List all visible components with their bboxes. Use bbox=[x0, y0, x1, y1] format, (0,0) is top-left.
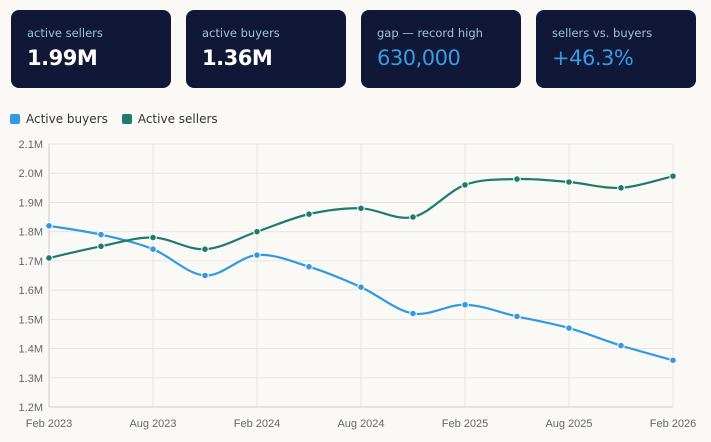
data-point bbox=[357, 204, 365, 213]
data-point bbox=[565, 324, 573, 332]
data-point bbox=[149, 233, 157, 242]
data-point bbox=[617, 184, 625, 192]
kpi-value: +46.3% bbox=[552, 46, 634, 70]
data-point bbox=[409, 309, 417, 318]
kpi-label: active sellers bbox=[27, 26, 103, 40]
data-point bbox=[45, 254, 53, 262]
data-point bbox=[669, 356, 677, 365]
buyers-swatch bbox=[10, 114, 20, 124]
data-point bbox=[97, 230, 105, 239]
data-point bbox=[357, 283, 365, 291]
data-point bbox=[253, 251, 261, 259]
data-point bbox=[409, 213, 417, 221]
legend-item-buyers[interactable]: Active buyers bbox=[10, 112, 108, 126]
data-point bbox=[45, 222, 53, 230]
data-point bbox=[513, 175, 521, 183]
x-tick-label: Feb 2023 bbox=[26, 418, 72, 430]
legend-item-sellers[interactable]: Active sellers bbox=[121, 112, 218, 126]
data-point bbox=[669, 172, 677, 180]
x-tick-label: Aug 2023 bbox=[129, 418, 176, 430]
x-tick-label: Aug 2025 bbox=[545, 418, 592, 430]
kpi-value: 1.36M bbox=[202, 46, 273, 70]
y-tick-label: 2.0M bbox=[19, 168, 43, 180]
kpi-value: 1.99M bbox=[27, 46, 98, 70]
data-point bbox=[97, 242, 105, 251]
y-tick-label: 1.8M bbox=[19, 227, 43, 239]
kpi-card: active sellers 1.99M bbox=[11, 10, 171, 88]
kpi-label: sellers vs. buyers bbox=[552, 26, 653, 40]
data-point bbox=[305, 262, 313, 271]
data-point bbox=[617, 341, 625, 350]
sellers-swatch bbox=[121, 114, 132, 124]
y-tick-label: 1.2M bbox=[19, 402, 43, 414]
legend: Active buyers Active sellers bbox=[10, 112, 218, 126]
y-tick-label: 1.9M bbox=[19, 197, 43, 209]
data-point bbox=[513, 312, 521, 321]
kpi-label: active buyers bbox=[202, 26, 280, 40]
data-point bbox=[201, 271, 209, 280]
data-point bbox=[305, 210, 313, 218]
y-tick-label: 1.4M bbox=[19, 344, 43, 356]
data-point bbox=[201, 245, 209, 253]
x-tick-label: Feb 2025 bbox=[442, 418, 488, 430]
kpi-value: 630,000 bbox=[377, 46, 461, 70]
data-point bbox=[461, 181, 469, 189]
data-point bbox=[253, 227, 261, 236]
kpi-label: gap — record high bbox=[377, 26, 483, 40]
y-tick-label: 2.1M bbox=[19, 139, 43, 151]
y-tick-label: 1.5M bbox=[19, 314, 43, 326]
data-point bbox=[565, 178, 573, 186]
data-point bbox=[149, 245, 157, 253]
kpi-card: gap — record high 630,000 bbox=[361, 10, 521, 88]
x-tick-label: Feb 2026 bbox=[650, 418, 696, 430]
y-tick-label: 1.3M bbox=[19, 373, 43, 385]
data-point bbox=[461, 300, 469, 309]
y-tick-label: 1.7M bbox=[19, 256, 43, 268]
kpi-card: active buyers 1.36M bbox=[186, 10, 346, 88]
y-tick-label: 1.6M bbox=[19, 285, 43, 297]
x-tick-label: Feb 2024 bbox=[234, 418, 280, 430]
x-tick-label: Aug 2024 bbox=[337, 418, 384, 430]
kpi-card: sellers vs. buyers +46.3% bbox=[536, 10, 696, 88]
